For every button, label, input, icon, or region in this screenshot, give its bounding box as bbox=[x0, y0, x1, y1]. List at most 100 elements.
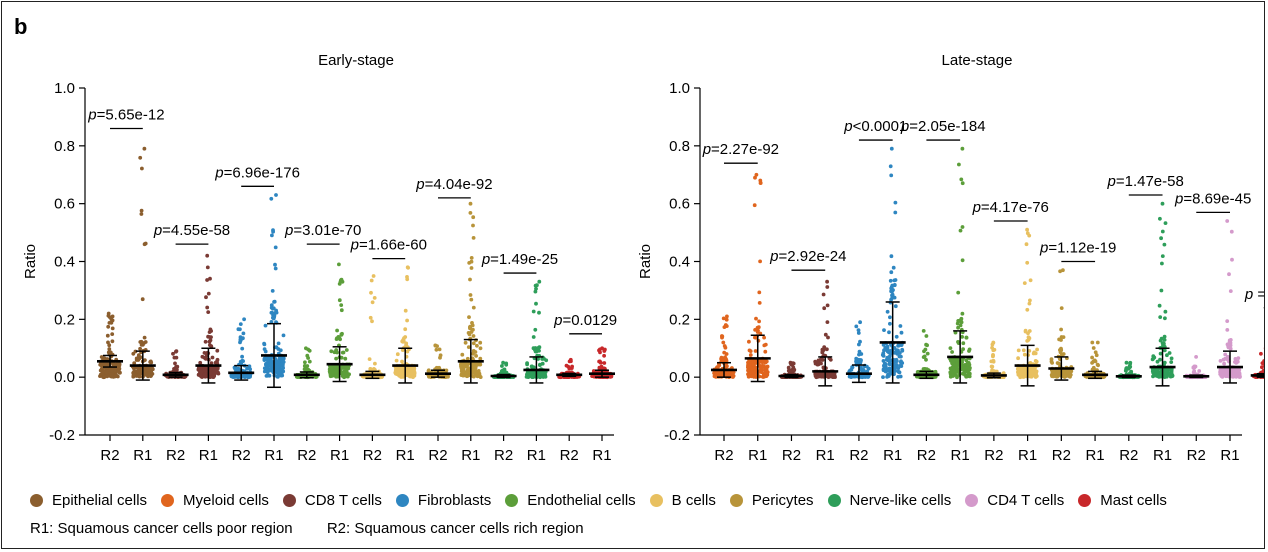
data-point bbox=[240, 346, 245, 351]
data-point bbox=[273, 266, 278, 271]
data-point bbox=[925, 351, 930, 356]
data-point bbox=[368, 315, 373, 320]
data-point bbox=[206, 310, 211, 314]
data-point bbox=[959, 177, 964, 182]
data-point bbox=[1158, 216, 1162, 221]
data-point bbox=[820, 358, 825, 362]
data-point bbox=[401, 338, 406, 343]
x-tick-label: R2 bbox=[560, 447, 579, 464]
data-point bbox=[757, 301, 762, 305]
data-point bbox=[403, 335, 408, 339]
data-point bbox=[758, 259, 762, 264]
x-tick-label: R2 bbox=[100, 447, 119, 464]
data-point bbox=[1169, 371, 1174, 376]
data-point bbox=[888, 164, 893, 169]
data-point bbox=[274, 310, 279, 315]
data-point bbox=[723, 345, 728, 350]
x-tick-label: R2 bbox=[1052, 447, 1071, 464]
data-point bbox=[276, 371, 280, 376]
data-point bbox=[890, 289, 895, 294]
data-point bbox=[206, 291, 211, 296]
data-point bbox=[148, 360, 153, 364]
data-point bbox=[210, 355, 215, 360]
data-point bbox=[786, 365, 791, 370]
data-point bbox=[598, 360, 603, 365]
data-point bbox=[963, 373, 967, 377]
data-point bbox=[967, 347, 972, 352]
data-point bbox=[747, 339, 751, 344]
data-point bbox=[866, 375, 870, 379]
data-point bbox=[894, 334, 899, 339]
data-point bbox=[525, 362, 529, 367]
y-tick-label: 0.0 bbox=[54, 369, 75, 386]
data-point bbox=[98, 374, 102, 378]
x-tick-label: R1 bbox=[1018, 447, 1037, 464]
data-point bbox=[334, 356, 338, 361]
data-point bbox=[603, 347, 607, 352]
data-point bbox=[1165, 353, 1169, 358]
data-point bbox=[112, 374, 117, 379]
data-point bbox=[140, 297, 145, 302]
x-tick-label: R1 bbox=[748, 447, 767, 464]
data-point bbox=[1027, 329, 1032, 333]
data-point bbox=[526, 372, 530, 376]
data-point bbox=[752, 203, 757, 208]
data-point bbox=[991, 348, 996, 353]
data-point bbox=[468, 211, 473, 215]
p-value-label: p=5.65e-12 bbox=[87, 106, 164, 123]
data-point bbox=[540, 373, 545, 378]
data-point bbox=[724, 324, 729, 328]
data-point bbox=[1035, 347, 1039, 352]
data-point bbox=[117, 366, 122, 371]
data-point bbox=[270, 289, 275, 293]
p-value-label: p=4.17e-76 bbox=[972, 199, 1049, 216]
data-point bbox=[175, 364, 180, 369]
data-point bbox=[99, 367, 104, 371]
data-point bbox=[341, 350, 346, 355]
data-point bbox=[533, 289, 538, 294]
y-tick-label: 0.0 bbox=[669, 369, 690, 386]
data-point bbox=[335, 350, 339, 355]
data-point bbox=[765, 365, 769, 370]
data-point bbox=[960, 181, 965, 186]
data-point bbox=[1092, 358, 1097, 363]
x-tick-label: R1 bbox=[951, 447, 970, 464]
data-point bbox=[394, 358, 399, 363]
data-point bbox=[340, 279, 345, 284]
data-point bbox=[1025, 227, 1029, 232]
data-point bbox=[307, 359, 312, 364]
data-point bbox=[279, 367, 284, 372]
p-value-label: p=4.04e-92 bbox=[415, 176, 492, 193]
x-tick-label: R1 bbox=[816, 447, 835, 464]
data-point bbox=[369, 290, 373, 295]
data-point bbox=[340, 331, 344, 336]
data-point bbox=[248, 367, 253, 372]
data-point bbox=[1062, 373, 1067, 377]
data-point bbox=[893, 304, 898, 309]
data-point bbox=[271, 316, 276, 321]
data-point bbox=[1222, 361, 1226, 366]
data-point bbox=[921, 329, 926, 333]
data-point bbox=[886, 368, 891, 372]
x-tick-label: R1 bbox=[461, 447, 480, 464]
data-point bbox=[757, 290, 762, 295]
data-point bbox=[137, 356, 142, 361]
data-point bbox=[990, 364, 995, 369]
data-point bbox=[888, 321, 892, 326]
data-point bbox=[757, 359, 762, 364]
data-point bbox=[100, 364, 104, 368]
x-tick-label: R2 bbox=[984, 447, 1003, 464]
data-point bbox=[344, 348, 349, 352]
data-point bbox=[234, 373, 239, 378]
data-point bbox=[329, 367, 334, 372]
data-point bbox=[567, 366, 572, 371]
data-point bbox=[893, 278, 898, 282]
data-point bbox=[1066, 370, 1071, 375]
data-point bbox=[478, 356, 483, 361]
data-point bbox=[721, 316, 726, 321]
data-point bbox=[117, 370, 122, 375]
data-point bbox=[535, 283, 539, 288]
data-point bbox=[279, 362, 284, 367]
data-point bbox=[240, 358, 245, 363]
